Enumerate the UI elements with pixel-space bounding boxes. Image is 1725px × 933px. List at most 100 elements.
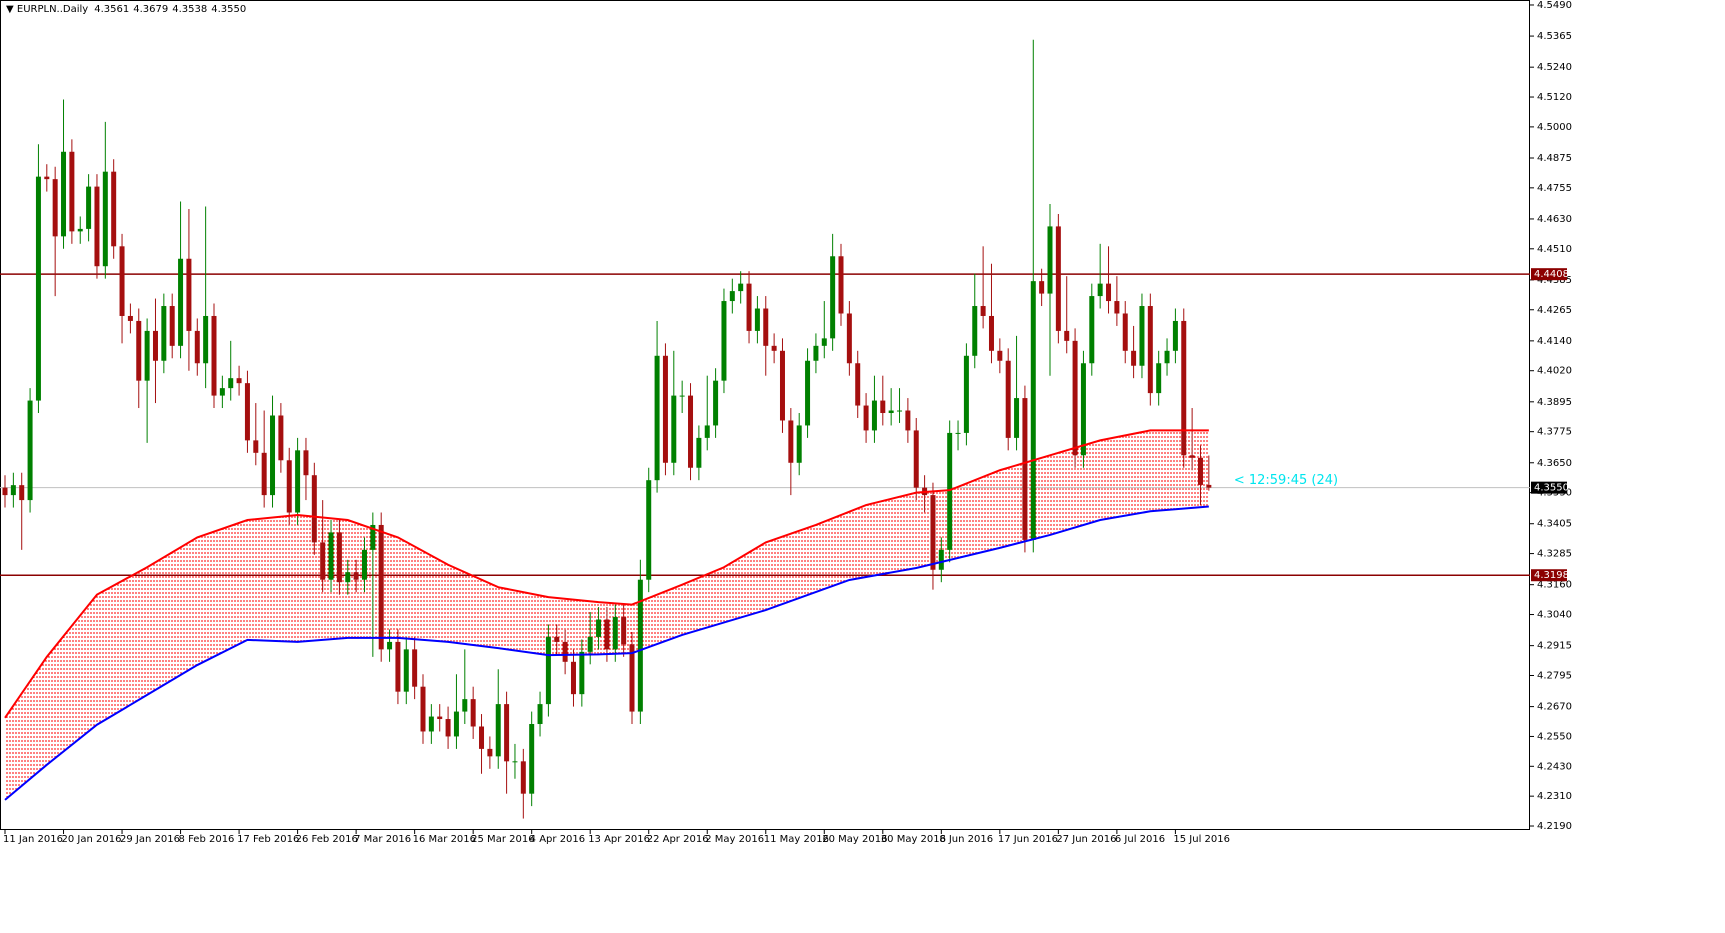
- candle-body: [1147, 306, 1153, 394]
- candle-body: [470, 699, 476, 727]
- bid-tag-label: 4.3550: [1534, 483, 1569, 494]
- candle-body: [119, 246, 125, 316]
- candle-body: [579, 651, 585, 695]
- candle-body: [1039, 281, 1045, 294]
- y-tick-label: 4.3405: [1537, 519, 1572, 530]
- ohlc-high: 4.3679: [133, 4, 168, 15]
- candle-body: [186, 258, 192, 331]
- chart-header: ▼ EURPLN..Daily 4.3561 4.3679 4.3538 4.3550: [6, 4, 246, 15]
- x-tick-label: 2 May 2016: [705, 834, 764, 845]
- candle-body: [2, 487, 8, 496]
- y-tick-label: 4.2190: [1537, 821, 1572, 832]
- candle-body: [738, 283, 744, 292]
- candle-body: [361, 549, 367, 580]
- candle-body: [161, 306, 167, 361]
- x-tick-label: 13 Apr 2016: [588, 834, 650, 845]
- candle-body: [253, 440, 259, 453]
- candle-body: [178, 258, 184, 346]
- y-tick-label: 4.4020: [1537, 366, 1572, 377]
- candle-body: [545, 636, 551, 705]
- candle-body: [169, 306, 175, 346]
- candle-body: [754, 308, 760, 331]
- candle-body: [846, 313, 852, 364]
- candle-body: [1197, 457, 1203, 485]
- candle-body: [479, 726, 485, 749]
- candle-body: [1189, 455, 1195, 458]
- candle-body: [863, 405, 869, 431]
- x-tick-label: 20 Jan 2016: [62, 834, 122, 845]
- candle-body: [637, 579, 643, 712]
- candle-body: [370, 524, 376, 550]
- candle-body: [194, 330, 200, 364]
- candle-body: [445, 719, 451, 737]
- candle-body: [35, 176, 41, 401]
- moving-average: [4, 505, 1209, 801]
- x-tick-label: 15 Jul 2016: [1173, 834, 1230, 845]
- candle-body: [77, 228, 83, 232]
- candle-body: [537, 704, 543, 725]
- y-tick-label: 4.4140: [1537, 336, 1572, 347]
- x-tick-label: 4 Apr 2016: [530, 834, 585, 845]
- candle-body: [520, 761, 526, 794]
- candle-body: [320, 542, 326, 580]
- x-tick-label: 16 Mar 2016: [413, 834, 476, 845]
- y-tick-label: 4.5000: [1537, 122, 1572, 133]
- candle-body: [529, 724, 535, 794]
- y-tick-label: 4.2795: [1537, 670, 1572, 681]
- candle-body: [1131, 350, 1137, 366]
- y-tick-label: 4.4630: [1537, 214, 1572, 225]
- candle-body: [387, 641, 393, 650]
- candle-body: [1005, 360, 1011, 438]
- candle-body: [796, 425, 802, 463]
- candle-body: [830, 256, 836, 339]
- y-tick-label: 4.5365: [1537, 31, 1572, 42]
- candle-body: [763, 308, 769, 346]
- candle-body: [127, 315, 133, 321]
- level-tag-label: 4.4408: [1534, 269, 1569, 280]
- candle-body: [311, 475, 317, 543]
- candle-body: [102, 171, 108, 267]
- candle-body: [44, 176, 50, 180]
- candle-body: [1064, 330, 1070, 341]
- y-tick-label: 4.5490: [1537, 0, 1572, 11]
- candle-body: [679, 395, 685, 397]
- candle-body: [395, 641, 401, 692]
- candle-body: [295, 450, 301, 513]
- candle-body: [219, 388, 225, 396]
- candle-body: [203, 315, 209, 364]
- candle-body: [487, 748, 493, 757]
- x-tick-label: 8 Feb 2016: [179, 834, 235, 845]
- candle-body: [1047, 226, 1053, 294]
- y-tick-label: 4.3160: [1537, 580, 1572, 591]
- candle-body: [938, 549, 944, 570]
- y-tick-label: 4.2915: [1537, 641, 1572, 652]
- candle-body: [771, 345, 777, 351]
- candle-body: [1122, 313, 1128, 351]
- candle-body: [913, 430, 919, 488]
- candle-body: [621, 617, 627, 645]
- candle-body: [662, 355, 668, 463]
- level-tag-label: 4.3198: [1534, 570, 1569, 581]
- candle-body: [1055, 226, 1061, 331]
- candle-body: [855, 363, 861, 406]
- candle-body: [562, 641, 568, 662]
- candle-body: [930, 495, 936, 570]
- candle-body: [1164, 350, 1170, 364]
- candle-body: [713, 380, 719, 426]
- candle-body: [1072, 340, 1078, 456]
- y-tick-label: 4.5240: [1537, 62, 1572, 73]
- candle-body: [729, 291, 735, 302]
- candle-body: [336, 532, 342, 583]
- y-tick-label: 4.3040: [1537, 610, 1572, 621]
- candle-body: [821, 338, 827, 346]
- candle-body: [152, 330, 158, 361]
- candle-body: [905, 410, 911, 431]
- candle-body: [61, 151, 67, 237]
- candle-body: [19, 485, 25, 501]
- candle-body: [261, 452, 267, 496]
- candle-body: [1181, 320, 1187, 456]
- candle-body: [813, 345, 819, 361]
- candle-body: [504, 704, 510, 762]
- y-tick-label: 4.2670: [1537, 702, 1572, 713]
